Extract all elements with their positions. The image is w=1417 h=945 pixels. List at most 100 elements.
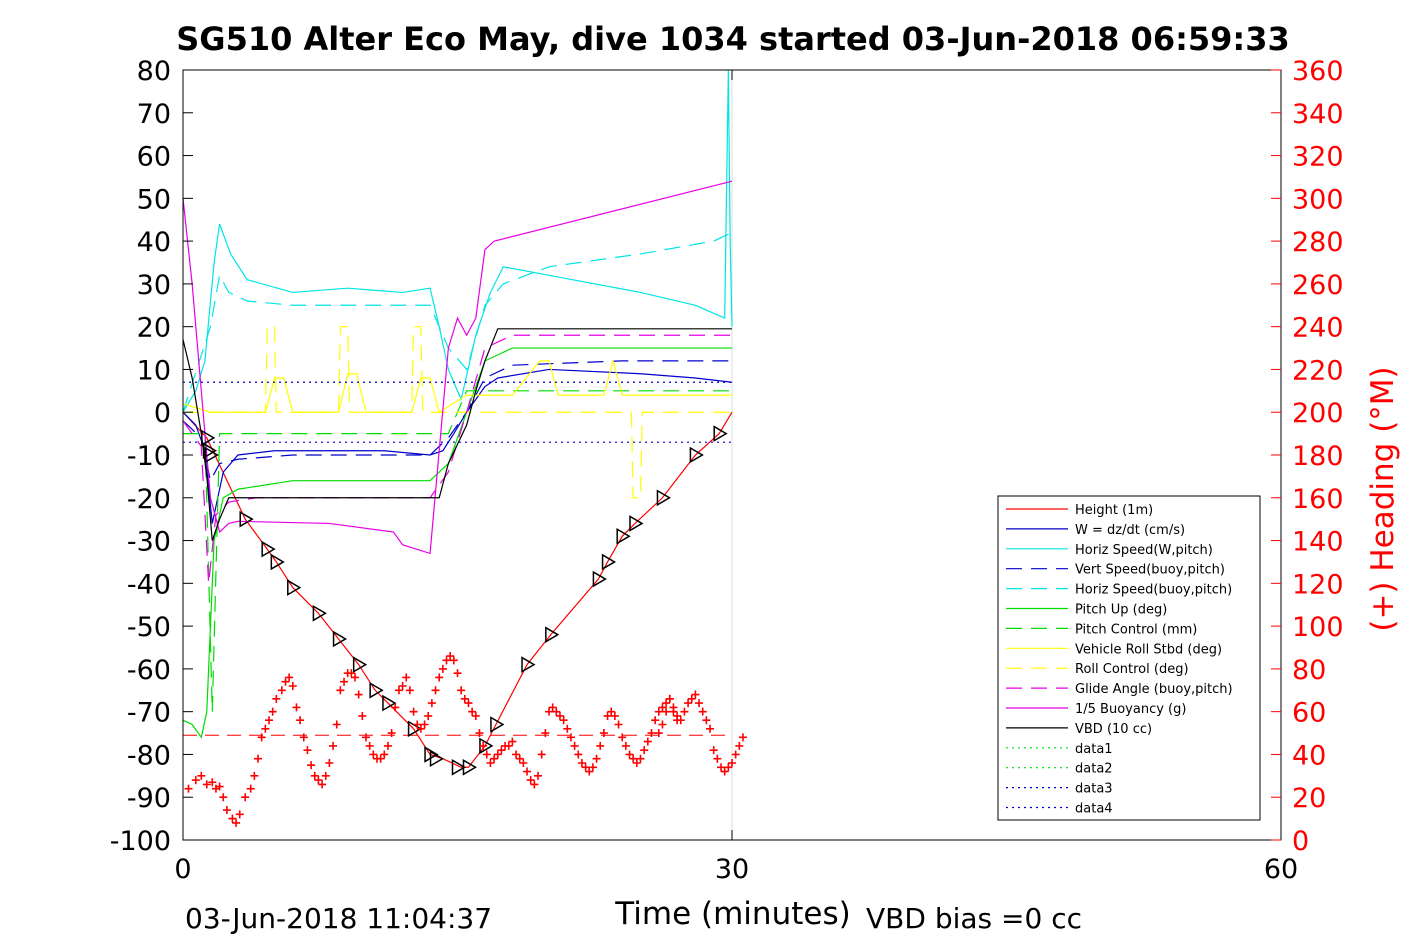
- heading-point: [577, 759, 586, 767]
- heading-point: [599, 729, 608, 738]
- dive-marker: [202, 442, 218, 460]
- heading-point: [281, 677, 290, 686]
- heading-point: [222, 806, 231, 815]
- heading-point: [299, 733, 308, 742]
- heading-point: [409, 707, 418, 716]
- heading-point: [662, 707, 671, 716]
- x-tick-label: 30: [715, 854, 749, 885]
- heading-point: [329, 741, 338, 750]
- dive-marker: [545, 626, 560, 643]
- heading-point: [706, 724, 715, 733]
- right-tick-label: 0: [1292, 826, 1309, 857]
- heading-point: [581, 763, 590, 772]
- heading-point: [738, 733, 747, 742]
- series-line-4: [182, 232, 733, 413]
- heading-point: [508, 737, 517, 746]
- heading-point: [241, 793, 250, 802]
- dive-marker: [204, 446, 219, 464]
- heading-point: [292, 703, 301, 712]
- heading-point: [303, 746, 312, 755]
- y-tick-label: -70: [127, 698, 171, 729]
- heading-point: [446, 652, 455, 661]
- heading-point: [731, 750, 740, 759]
- heading-point: [250, 771, 259, 780]
- y-tick-label: 40: [137, 227, 171, 258]
- heading-point: [431, 686, 440, 695]
- heading-point: [321, 771, 330, 780]
- heading-point: [662, 699, 671, 708]
- heading-point: [717, 763, 726, 772]
- heading-point: [621, 741, 630, 750]
- dive-marker: [601, 553, 617, 571]
- heading-point: [479, 741, 488, 750]
- heading-point: [614, 720, 623, 729]
- heading-point: [471, 711, 480, 720]
- series-line-10: [182, 180, 733, 555]
- right-tick-label: 80: [1292, 655, 1326, 686]
- heading-point: [184, 784, 193, 793]
- series-line-5: [182, 347, 732, 739]
- dive-marker: [429, 750, 445, 768]
- y-tick-label: -100: [110, 826, 171, 857]
- legend-label: Vert Speed(buoy,pitch): [1075, 563, 1225, 578]
- heading-point: [391, 703, 400, 712]
- heading-point: [552, 707, 561, 716]
- y-tick-label: 10: [137, 355, 171, 386]
- series-line-2: [182, 69, 733, 413]
- dive-marker: [382, 694, 397, 712]
- heading-point: [332, 720, 341, 729]
- heading-point: [268, 707, 277, 716]
- right-tick-label: 340: [1292, 99, 1344, 130]
- heading-point: [654, 707, 663, 716]
- heading-point: [449, 656, 458, 665]
- right-tick-label: 40: [1292, 740, 1326, 771]
- heading-point: [702, 716, 711, 725]
- heading-point: [493, 750, 502, 759]
- heading-point: [592, 754, 601, 763]
- heading-point: [261, 724, 270, 733]
- heading-point: [232, 818, 241, 827]
- heading-point: [515, 754, 524, 763]
- right-tick-label: 360: [1292, 56, 1344, 87]
- heading-point: [654, 729, 663, 738]
- heading-point: [566, 733, 575, 742]
- heading-point: [453, 669, 462, 678]
- heading-point: [647, 729, 656, 738]
- dive-marker: [270, 553, 285, 571]
- legend-label: Pitch Up (deg): [1075, 603, 1167, 618]
- y-tick-label: 0: [154, 398, 171, 429]
- heading-point: [555, 711, 564, 720]
- heading-point: [658, 703, 667, 712]
- heading-point: [427, 699, 436, 708]
- heading-point: [314, 776, 323, 785]
- heading-point: [340, 677, 349, 686]
- dive-marker: [490, 716, 505, 733]
- heading-point: [585, 767, 594, 776]
- legend-label: data2: [1075, 762, 1113, 777]
- heading-point: [369, 750, 378, 759]
- heading-point: [325, 759, 334, 767]
- heading-point: [235, 810, 244, 819]
- footer-timestamp: 03-Jun-2018 11:04:37: [185, 902, 492, 935]
- heading-point: [695, 699, 704, 708]
- heading-point: [438, 664, 447, 673]
- heading-point: [202, 780, 211, 789]
- heading-point: [709, 746, 718, 755]
- heading-point: [197, 771, 206, 780]
- heading-point: [687, 694, 696, 703]
- heading-point: [534, 771, 543, 780]
- heading-point: [559, 716, 568, 725]
- tick-layer: 0 30 6080706050403020100-10-20-30-40-50-60…: [110, 56, 1344, 885]
- dive-marker: [713, 425, 728, 442]
- heading-point: [658, 720, 667, 729]
- series-line-8: [183, 326, 732, 499]
- dive-marker: [656, 489, 671, 507]
- dive-marker: [239, 510, 254, 528]
- heading-point: [618, 733, 627, 742]
- heading-point: [504, 741, 513, 750]
- right-tick-label: 300: [1292, 184, 1344, 215]
- right-tick-label: 280: [1292, 227, 1344, 258]
- dive-marker: [312, 604, 327, 622]
- heading-point: [523, 767, 532, 776]
- heading-point: [424, 711, 433, 720]
